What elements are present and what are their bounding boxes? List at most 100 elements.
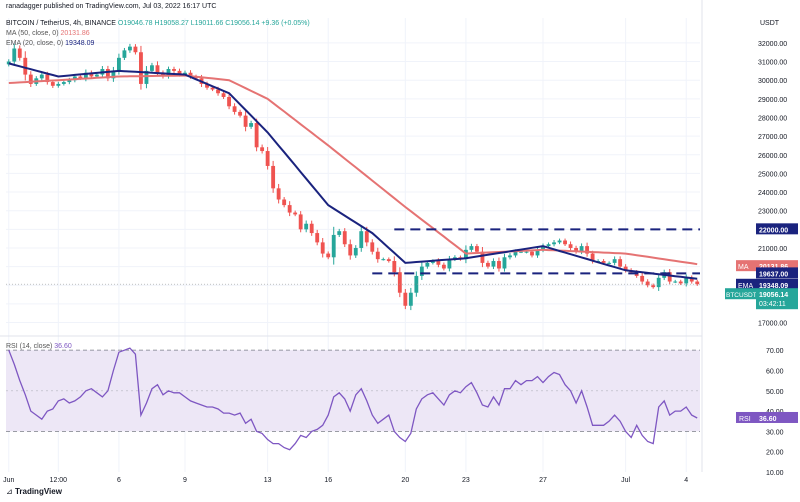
candle-body [83,72,88,79]
candle-body [105,69,110,79]
candle-body [39,74,44,79]
candle-body [326,253,331,258]
candle-body [695,281,700,285]
candle-body [375,251,380,260]
candle-body [320,242,325,254]
candle-body [56,83,61,86]
candle-body [645,281,650,286]
candle-body [28,74,33,84]
candle-body [469,246,474,250]
candle-body [254,123,259,148]
candle-body [94,74,99,77]
candle-body [386,259,391,262]
candle-body [144,70,149,84]
ema-legend[interactable]: EMA (20, close, 0) 19348.09 [6,40,94,47]
candle-body [640,275,645,282]
candle-body [282,199,287,206]
price-tick-label: 23000.00 [758,209,787,216]
candle-body [618,259,623,267]
candle-body [315,233,320,243]
price-tick-label: 28000.00 [758,115,787,122]
candle-body [408,292,413,306]
candle-body [309,223,314,234]
candle-body [557,240,562,243]
candle-body [133,46,138,53]
time-tick-label: 9 [183,477,187,484]
candle-body [535,249,540,256]
candle-body [475,246,479,252]
candle-body [238,111,243,116]
candle-body [12,48,17,62]
candle-body [601,261,606,263]
time-tick-label: 4 [684,477,688,484]
price-tick-label: 27000.00 [758,134,787,141]
candle-body [397,272,402,293]
candle-body [513,251,518,256]
rsi-axis-tag: RSI [739,416,751,423]
candlestick-series [6,43,700,311]
rsi-band [6,349,700,432]
rsi-series [8,347,698,451]
ma-legend-label: MA (50, close, 0) [6,30,59,37]
candle-body [227,96,231,107]
candle-body [552,242,556,245]
candle-body [304,223,309,230]
ema-axis-value: 19348.09 [759,283,788,290]
level-label-22000-bg [756,223,798,235]
rsi-tick-label: 50.00 [766,389,784,396]
last-price-tag-bg [725,288,756,300]
candle-body [150,65,154,71]
ohlc-values: O19046.78 H19058.27 L19011.66 C19056.14 … [117,20,310,27]
candle-body [337,231,342,235]
candle-body [298,214,303,230]
level-label-19637-bg [756,267,798,279]
rsi-tick-label: 10.00 [766,470,784,477]
time-tick-label: 27 [539,477,547,484]
tradingview-brand: TradingView [14,487,62,496]
candle-body [61,82,66,84]
candle-body [612,259,617,263]
candle-body [524,251,529,253]
candle-body [425,262,430,267]
level-label-19637: 19637.00 [759,271,788,278]
candle-body [574,247,578,252]
tradingview-footer[interactable]: ⊿ TradingView [6,487,62,496]
candle-body [590,253,595,262]
ema-axis-tag: EMA [738,283,754,290]
candle-body [651,285,656,288]
candle-body [530,251,534,256]
candle-body [67,80,72,83]
candle-body [667,272,672,282]
price-tick-label: 30000.00 [758,78,787,85]
candle-body [177,70,182,75]
rsi-axis-tag-bg [736,411,756,423]
rsi-legend[interactable]: RSI (14, close) 36.60 [6,343,72,350]
level-label-22000: 22000.00 [759,227,788,234]
candle-body [430,261,435,263]
candle-body [392,261,397,273]
publisher-line: ranadagger published on TradingView.com,… [6,3,217,10]
ma-axis-value-bg [756,260,798,272]
rsi-axis-value: 36.60 [759,416,777,423]
candle-body [89,72,94,77]
candle-body [221,93,226,97]
rsi-axis-value-bg [756,411,798,423]
candle-body [447,259,452,269]
indicator-lines [8,62,698,280]
ma-legend[interactable]: MA (50, close, 0) 20131.86 [6,30,90,37]
candle-body [139,52,143,84]
candle-body [205,83,209,88]
candle-body [585,246,590,254]
price-tick-label: 26000.00 [758,153,787,160]
price-tick-label: 17000.00 [758,321,787,328]
candle-body [6,61,11,65]
ma-legend-value: 20131.86 [60,30,90,37]
rsi-tick-label: 60.00 [766,368,784,375]
last-price-value-bg [756,288,798,310]
candle-body [364,231,369,243]
candle-body [243,115,248,127]
candle-body [563,240,567,245]
symbol-title: BITCOIN / TetherUS, 4h, BINANCE [6,20,116,27]
candle-body [265,151,270,166]
